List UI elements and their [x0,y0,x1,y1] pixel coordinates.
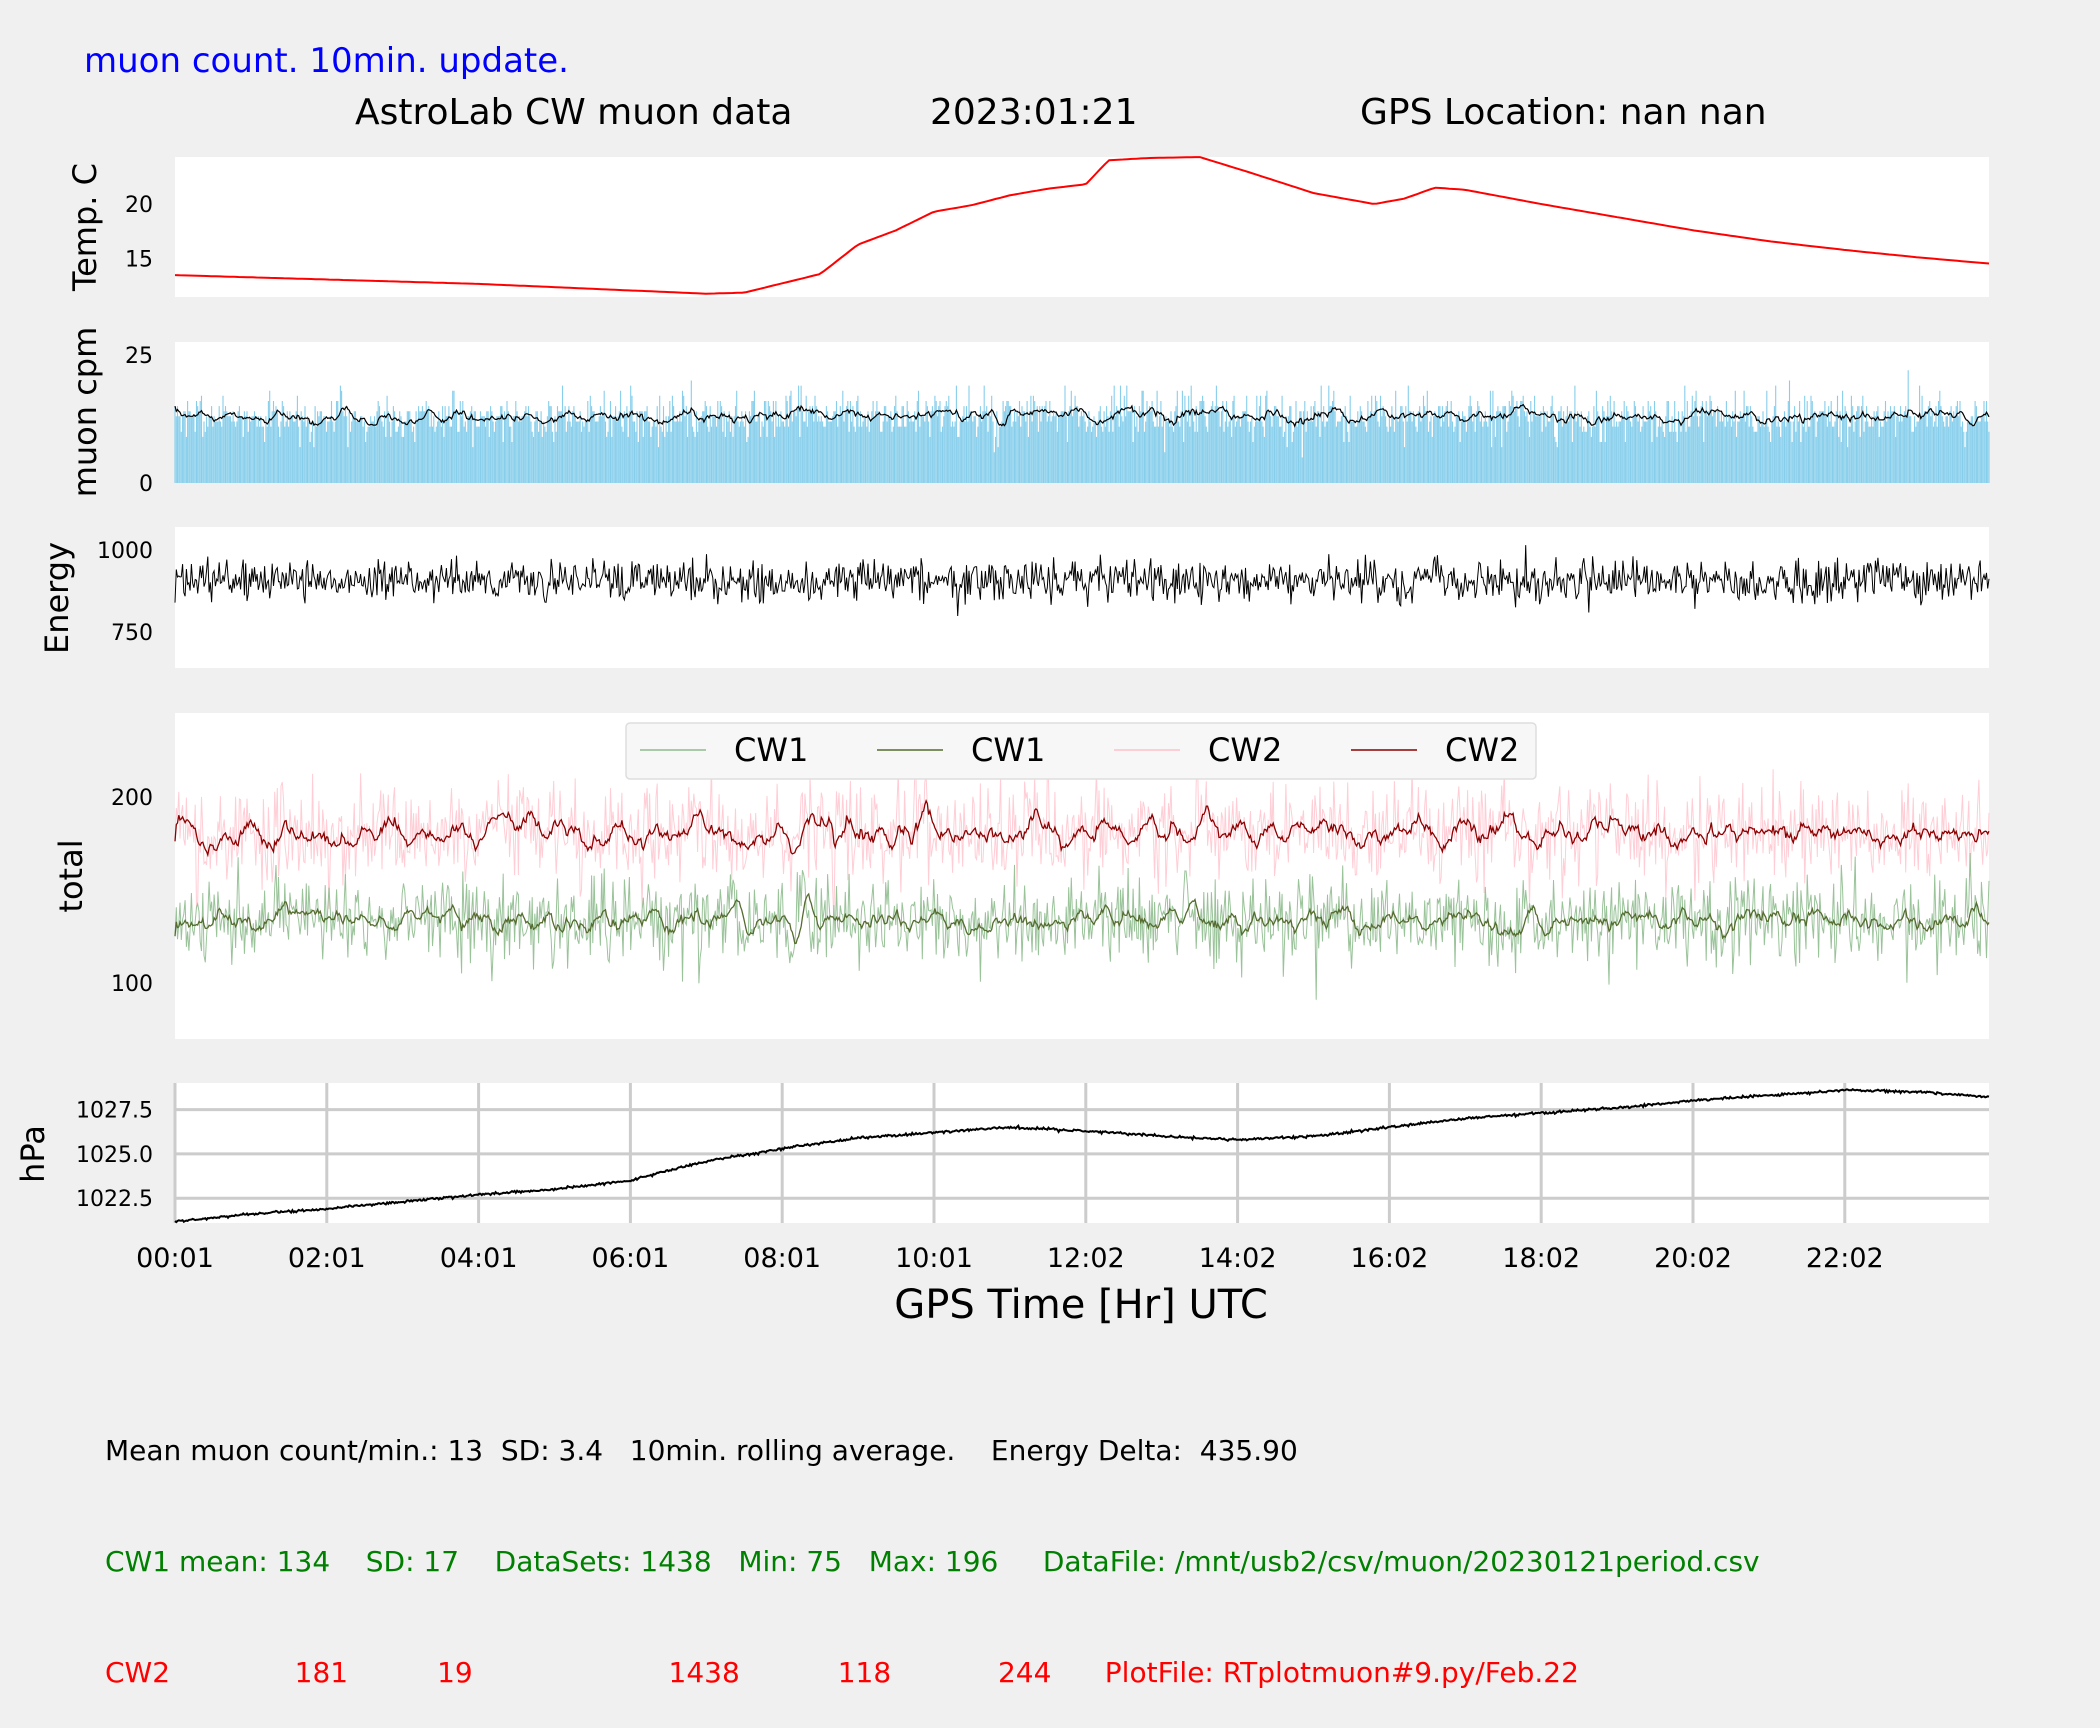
x-tick-label-7: 14:02 [1199,1243,1277,1274]
energy-yticks-label-1: 1000 [97,539,153,564]
legend-box [625,722,1537,780]
total-ylabel: total [52,839,90,912]
x-tick-label-10: 20:02 [1654,1243,1732,1274]
x-tick-label-8: 16:02 [1350,1243,1428,1274]
total-panel: 100 200 total CW1 CW1 CW2 CW2 [52,713,1990,1039]
chart-date: 2023:01:21 [930,92,1138,133]
x-tick-label-9: 18:02 [1502,1243,1580,1274]
cw1-rolling-line [174,892,1990,945]
total-yticks: 100 200 [111,786,153,997]
pressure-line [174,1087,1990,1224]
footer-cw1-stats: CW1 mean: 134 SD: 17 DataSets: 1438 Min:… [105,1545,1760,1578]
energy-panel: 750 1000 Energy [38,527,1990,668]
chart-title: AstroLab CW muon data [355,92,792,133]
energy-line [174,545,1990,617]
footer-muon-stats: Mean muon count/min.: 13 SD: 3.4 10min. … [105,1434,1298,1467]
cw2-raw-line [174,759,1990,922]
temperature-ylabel: Temp. C [66,163,104,292]
pressure-yticks-label-2: 1027.5 [76,1099,153,1124]
x-tick-label-1: 02:01 [288,1243,366,1274]
energy-series [174,545,1990,617]
muon-yticks: 0 25 [125,344,153,497]
chart-canvas: muon count. 10min. update. AstroLab CW m… [14,41,1990,1328]
total-yticks-label-1: 200 [111,786,153,811]
legend-label-3: CW2 [1445,731,1519,769]
x-axis-ticks: 00:01 02:01 04:01 06:01 08:01 10:01 12:02 14:02… [136,1243,1884,1274]
legend: CW1 CW1 CW2 CW2 [625,722,1537,780]
legend-label-2: CW2 [1208,731,1282,769]
muon-bars [174,370,1990,483]
cw1-raw-line [174,852,1990,1000]
muon-series [174,370,1990,483]
x-tick-label-3: 06:01 [591,1243,669,1274]
footer-cw2-stats: CW2 181 19 1438 118 244 PlotFile: RTplot… [105,1656,1579,1689]
x-tick-label-5: 10:01 [895,1243,973,1274]
pressure-grid [173,1083,1989,1223]
energy-yticks: 750 1000 [97,539,153,646]
temperature-series [174,156,1990,295]
muon-ylabel: muon cpm [66,327,104,498]
energy-ylabel: Energy [38,542,76,654]
temp-yticks-label-1: 20 [125,193,153,218]
pressure-series [174,1087,1990,1224]
temperature-line [174,156,1990,295]
x-axis-label: GPS Time [Hr] UTC [894,1282,1268,1328]
legend-label-0: CW1 [734,731,808,769]
legend-label-1: CW1 [971,731,1045,769]
muon-yticks-label-1: 25 [125,344,153,369]
cw2-rolling-line [174,798,1990,858]
stats-footer: Mean muon count/min.: 13 SD: 3.4 10min. … [105,1358,1760,1728]
x-tick-label-6: 12:02 [1047,1243,1125,1274]
temp-yticks-label-0: 15 [125,248,153,273]
pressure-ylabel: hPa [14,1125,52,1183]
muon-plot-area [175,342,1989,483]
energy-yticks-label-0: 750 [111,621,153,646]
temperature-plot-area [175,157,1989,297]
pressure-yticks-label-0: 1022.5 [76,1187,153,1212]
pressure-panel: 1022.5 1025.0 1027.5 hPa [14,1083,1990,1224]
energy-plot-area [175,527,1989,668]
pressure-yticks-label-1: 1025.0 [76,1143,153,1168]
pressure-yticks: 1022.5 1025.0 1027.5 [76,1099,153,1213]
muon-yticks-label-0: 0 [139,472,153,497]
muon-rolling-line [174,403,1990,428]
x-tick-label-4: 08:01 [743,1243,821,1274]
x-tick-label-0: 00:01 [136,1243,214,1274]
x-tick-label-11: 22:02 [1806,1243,1884,1274]
gps-location: GPS Location: nan nan [1360,92,1767,133]
total-series [174,759,1990,1000]
update-note: muon count. 10min. update. [84,41,569,81]
total-yticks-label-0: 100 [111,972,153,997]
muon-panel: 0 25 muon cpm [66,327,1990,498]
x-tick-label-2: 04:01 [440,1243,518,1274]
